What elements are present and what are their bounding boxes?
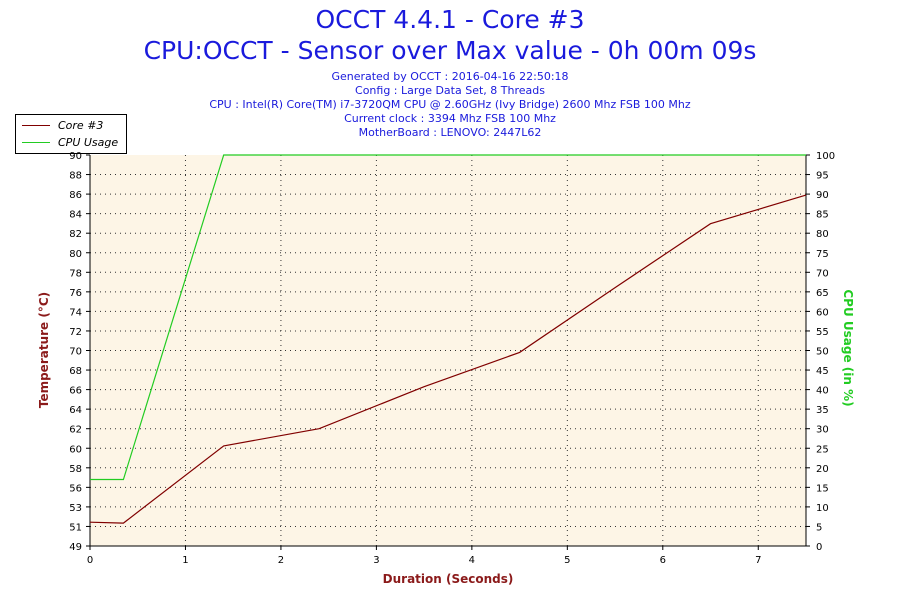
y-right-tick-label: 35 <box>816 405 829 416</box>
y-right-tick-label: 80 <box>816 229 829 240</box>
y-right-tick-label: 25 <box>816 444 829 455</box>
y-axis-right-label: CPU Usage (in %) <box>841 289 855 407</box>
info-motherboard: MotherBoard : LENOVO: 2447L62 <box>358 126 542 139</box>
series-line-core3 <box>89 194 807 524</box>
legend-swatch-cpu-usage <box>22 141 50 143</box>
y-left-tick-label: 80 <box>69 249 82 260</box>
y-left-tick-label: 68 <box>69 366 82 377</box>
y-left-tick-label: 66 <box>69 386 82 397</box>
y-right-tick-label: 75 <box>816 249 829 260</box>
y-left-tick-label: 62 <box>69 425 82 436</box>
y-right-tick-label: 60 <box>816 307 829 318</box>
legend-item-cpu-usage: CPU Usage <box>22 134 118 150</box>
y-left-tick-label: 72 <box>69 327 82 338</box>
x-tick-label: 0 <box>87 555 93 566</box>
y-right-tick-label: 70 <box>816 268 829 279</box>
y-left-tick-label: 70 <box>69 347 82 358</box>
y-left-tick-label: 60 <box>69 444 82 455</box>
x-axis-label: Duration (Seconds) <box>382 572 514 586</box>
y-right-tick-label: 95 <box>816 171 829 182</box>
legend-swatch-core3 <box>22 124 50 126</box>
legend-label-core3: Core #3 <box>58 118 104 132</box>
info-generated: Generated by OCCT : 2016-04-16 22:50:18 <box>331 70 569 83</box>
y-left-tick-label: 53 <box>69 503 82 514</box>
y-right-tick-label: 90 <box>816 190 829 201</box>
y-right-tick-label: 15 <box>816 483 829 494</box>
y-left-tick-label: 51 <box>69 522 82 533</box>
chart-legend: Core #3 CPU Usage <box>15 114 127 154</box>
y-left-tick-label: 78 <box>69 268 82 279</box>
x-tick-label: 1 <box>182 555 188 566</box>
y-right-tick-label: 30 <box>816 425 829 436</box>
x-tick-label: 7 <box>755 555 761 566</box>
y-right-tick-label: 20 <box>816 464 829 475</box>
chart-title: OCCT 4.4.1 - Core #3 <box>315 5 585 34</box>
y-left-tick-label: 84 <box>69 210 82 221</box>
y-left-tick-label: 76 <box>69 288 82 299</box>
y-left-tick-label: 56 <box>69 483 82 494</box>
y-right-tick-label: 65 <box>816 288 829 299</box>
legend-item-core3: Core #3 <box>22 117 103 133</box>
x-tick-label: 6 <box>660 555 666 566</box>
legend-label-cpu-usage: CPU Usage <box>58 135 119 149</box>
x-tick-label: 4 <box>469 555 475 566</box>
y-right-tick-label: 55 <box>816 327 829 338</box>
y-axis-left-label: Temperature (°C) <box>37 291 51 409</box>
y-left-tick-label: 90 <box>69 151 82 162</box>
y-right-tick-label: 5 <box>816 522 822 533</box>
info-config: Config : Large Data Set, 8 Threads <box>355 84 545 97</box>
plot-background <box>90 155 806 546</box>
y-left-tick-label: 88 <box>69 171 82 182</box>
x-tick-label: 2 <box>278 555 284 566</box>
y-right-tick-label: 0 <box>816 542 822 553</box>
y-left-tick-label: 86 <box>69 190 82 201</box>
info-clock: Current clock : 3394 Mhz FSB 100 Mhz <box>344 112 556 125</box>
series-line-cpu-usage <box>90 154 806 481</box>
y-right-tick-label: 10 <box>816 503 829 514</box>
y-right-tick-label: 50 <box>816 347 829 358</box>
x-tick-label: 3 <box>373 555 379 566</box>
y-left-tick-label: 49 <box>69 542 82 553</box>
y-right-tick-label: 85 <box>816 210 829 221</box>
y-left-tick-label: 64 <box>69 405 82 416</box>
y-left-tick-label: 82 <box>69 229 82 240</box>
y-right-tick-label: 100 <box>816 151 835 162</box>
chart-subtitle: CPU:OCCT - Sensor over Max value - 0h 00… <box>143 36 757 65</box>
info-cpu: CPU : Intel(R) Core(TM) i7-3720QM CPU @ … <box>209 98 691 111</box>
y-left-tick-label: 58 <box>69 464 82 475</box>
x-tick-label: 5 <box>564 555 570 566</box>
y-right-tick-label: 40 <box>816 386 829 397</box>
y-right-tick-label: 45 <box>816 366 829 377</box>
y-left-tick-label: 74 <box>69 307 82 318</box>
